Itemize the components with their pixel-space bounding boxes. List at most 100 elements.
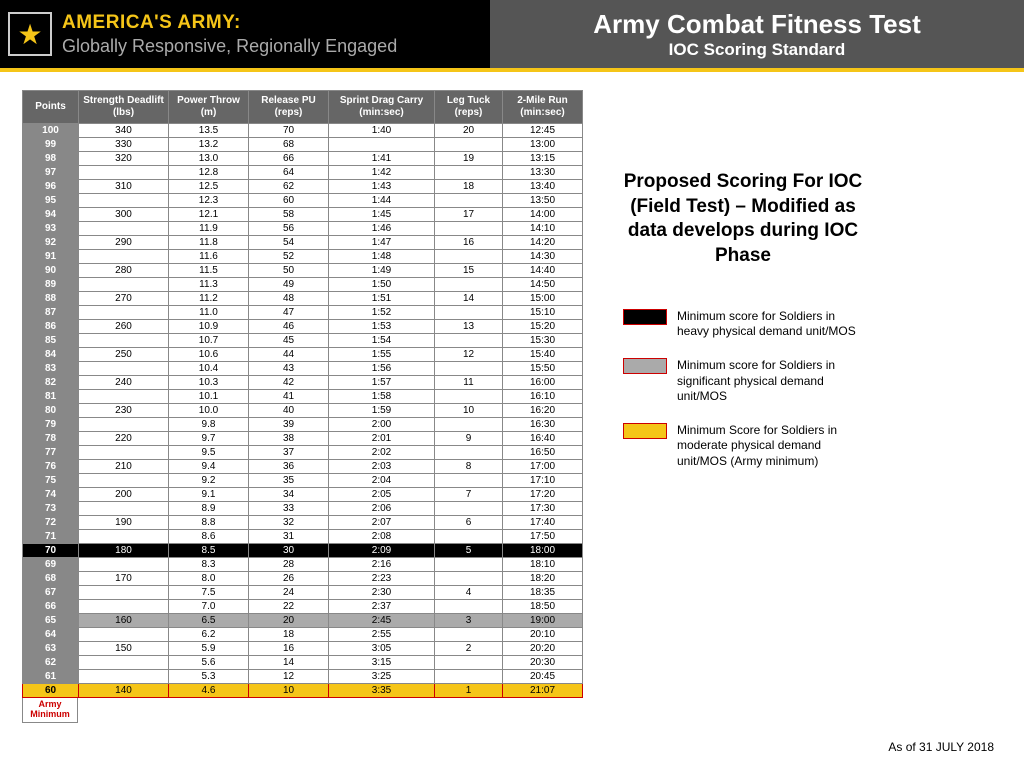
table-row: 799.8392:0016:30 — [23, 418, 583, 432]
data-cell: 34 — [249, 488, 329, 502]
data-cell: 35 — [249, 474, 329, 488]
data-cell: 13:50 — [503, 194, 583, 208]
proposed-text: Proposed Scoring For IOC (Field Test) – … — [623, 170, 863, 269]
data-cell: 1 — [435, 684, 503, 698]
data-cell: 16 — [249, 642, 329, 656]
data-cell: 45 — [249, 334, 329, 348]
column-header: Power Throw (m) — [169, 91, 249, 124]
data-cell: 11 — [435, 376, 503, 390]
data-cell — [435, 558, 503, 572]
data-cell: 300 — [79, 208, 169, 222]
data-cell: 2:08 — [329, 530, 435, 544]
data-cell: 13:15 — [503, 152, 583, 166]
data-cell: 2:03 — [329, 460, 435, 474]
column-header: Release PU (reps) — [249, 91, 329, 124]
data-cell: 2:23 — [329, 572, 435, 586]
data-cell: 1:51 — [329, 292, 435, 306]
data-cell: 15:30 — [503, 334, 583, 348]
data-cell — [435, 362, 503, 376]
table-row: 8310.4431:5615:50 — [23, 362, 583, 376]
data-cell: 2:30 — [329, 586, 435, 600]
data-cell: 12.5 — [169, 180, 249, 194]
data-cell: 11.6 — [169, 250, 249, 264]
table-row: 8626010.9461:531315:20 — [23, 320, 583, 334]
data-cell — [435, 138, 503, 152]
points-cell: 90 — [23, 264, 79, 278]
data-cell: 8.8 — [169, 516, 249, 530]
data-cell — [79, 446, 169, 460]
data-cell: 2:45 — [329, 614, 435, 628]
points-cell: 91 — [23, 250, 79, 264]
data-cell: 24 — [249, 586, 329, 600]
table-row: 10034013.5701:402012:45 — [23, 124, 583, 138]
points-cell: 78 — [23, 432, 79, 446]
data-cell: 6.5 — [169, 614, 249, 628]
data-cell: 5 — [435, 544, 503, 558]
data-cell: 15:10 — [503, 306, 583, 320]
data-cell: 230 — [79, 404, 169, 418]
data-cell: 9.8 — [169, 418, 249, 432]
data-cell: 13.0 — [169, 152, 249, 166]
points-cell: 98 — [23, 152, 79, 166]
table-row: 738.9332:0617:30 — [23, 502, 583, 516]
data-cell — [435, 194, 503, 208]
data-cell: 260 — [79, 320, 169, 334]
data-cell: 10.6 — [169, 348, 249, 362]
data-cell: 5.3 — [169, 670, 249, 684]
data-cell: 20:10 — [503, 628, 583, 642]
data-cell: 36 — [249, 460, 329, 474]
points-cell: 96 — [23, 180, 79, 194]
data-cell: 170 — [79, 572, 169, 586]
data-cell: 32 — [249, 516, 329, 530]
data-cell: 1:55 — [329, 348, 435, 362]
data-cell: 160 — [79, 614, 169, 628]
data-cell: 38 — [249, 432, 329, 446]
data-cell: 10 — [435, 404, 503, 418]
data-cell: 14:30 — [503, 250, 583, 264]
data-cell — [79, 222, 169, 236]
data-cell: 16:10 — [503, 390, 583, 404]
points-cell: 72 — [23, 516, 79, 530]
points-cell: 89 — [23, 278, 79, 292]
data-cell: 1:58 — [329, 390, 435, 404]
data-cell: 2:55 — [329, 628, 435, 642]
data-cell: 16:00 — [503, 376, 583, 390]
data-cell: 13:00 — [503, 138, 583, 152]
data-cell: 180 — [79, 544, 169, 558]
data-cell: 4.6 — [169, 684, 249, 698]
legend-swatch — [623, 309, 667, 325]
data-cell: 70 — [249, 124, 329, 138]
data-cell: 52 — [249, 250, 329, 264]
data-cell: 48 — [249, 292, 329, 306]
header: ★ AMERICA'S ARMY: Globally Responsive, R… — [0, 0, 1024, 68]
data-cell: 12.1 — [169, 208, 249, 222]
data-cell: 14 — [435, 292, 503, 306]
data-cell: 140 — [79, 684, 169, 698]
table-row: 8224010.3421:571116:00 — [23, 376, 583, 390]
data-cell: 1:52 — [329, 306, 435, 320]
data-cell: 31 — [249, 530, 329, 544]
brand-line2: Globally Responsive, Regionally Engaged — [62, 36, 397, 57]
data-cell: 310 — [79, 180, 169, 194]
data-cell: 49 — [249, 278, 329, 292]
data-cell: 290 — [79, 236, 169, 250]
table-row: 601404.6103:35121:07 — [23, 684, 583, 698]
data-cell: 8.5 — [169, 544, 249, 558]
data-cell: 1:56 — [329, 362, 435, 376]
data-cell: 1:47 — [329, 236, 435, 250]
data-cell: 14:40 — [503, 264, 583, 278]
data-cell: 8.9 — [169, 502, 249, 516]
data-cell: 66 — [249, 152, 329, 166]
column-header: Points — [23, 91, 79, 124]
points-cell: 95 — [23, 194, 79, 208]
data-cell: 50 — [249, 264, 329, 278]
data-cell: 9 — [435, 432, 503, 446]
points-cell: 64 — [23, 628, 79, 642]
data-cell: 10.3 — [169, 376, 249, 390]
data-cell — [329, 138, 435, 152]
data-cell: 14:50 — [503, 278, 583, 292]
data-cell: 1:57 — [329, 376, 435, 390]
data-cell: 18:20 — [503, 572, 583, 586]
data-cell: 21:07 — [503, 684, 583, 698]
data-cell — [435, 222, 503, 236]
